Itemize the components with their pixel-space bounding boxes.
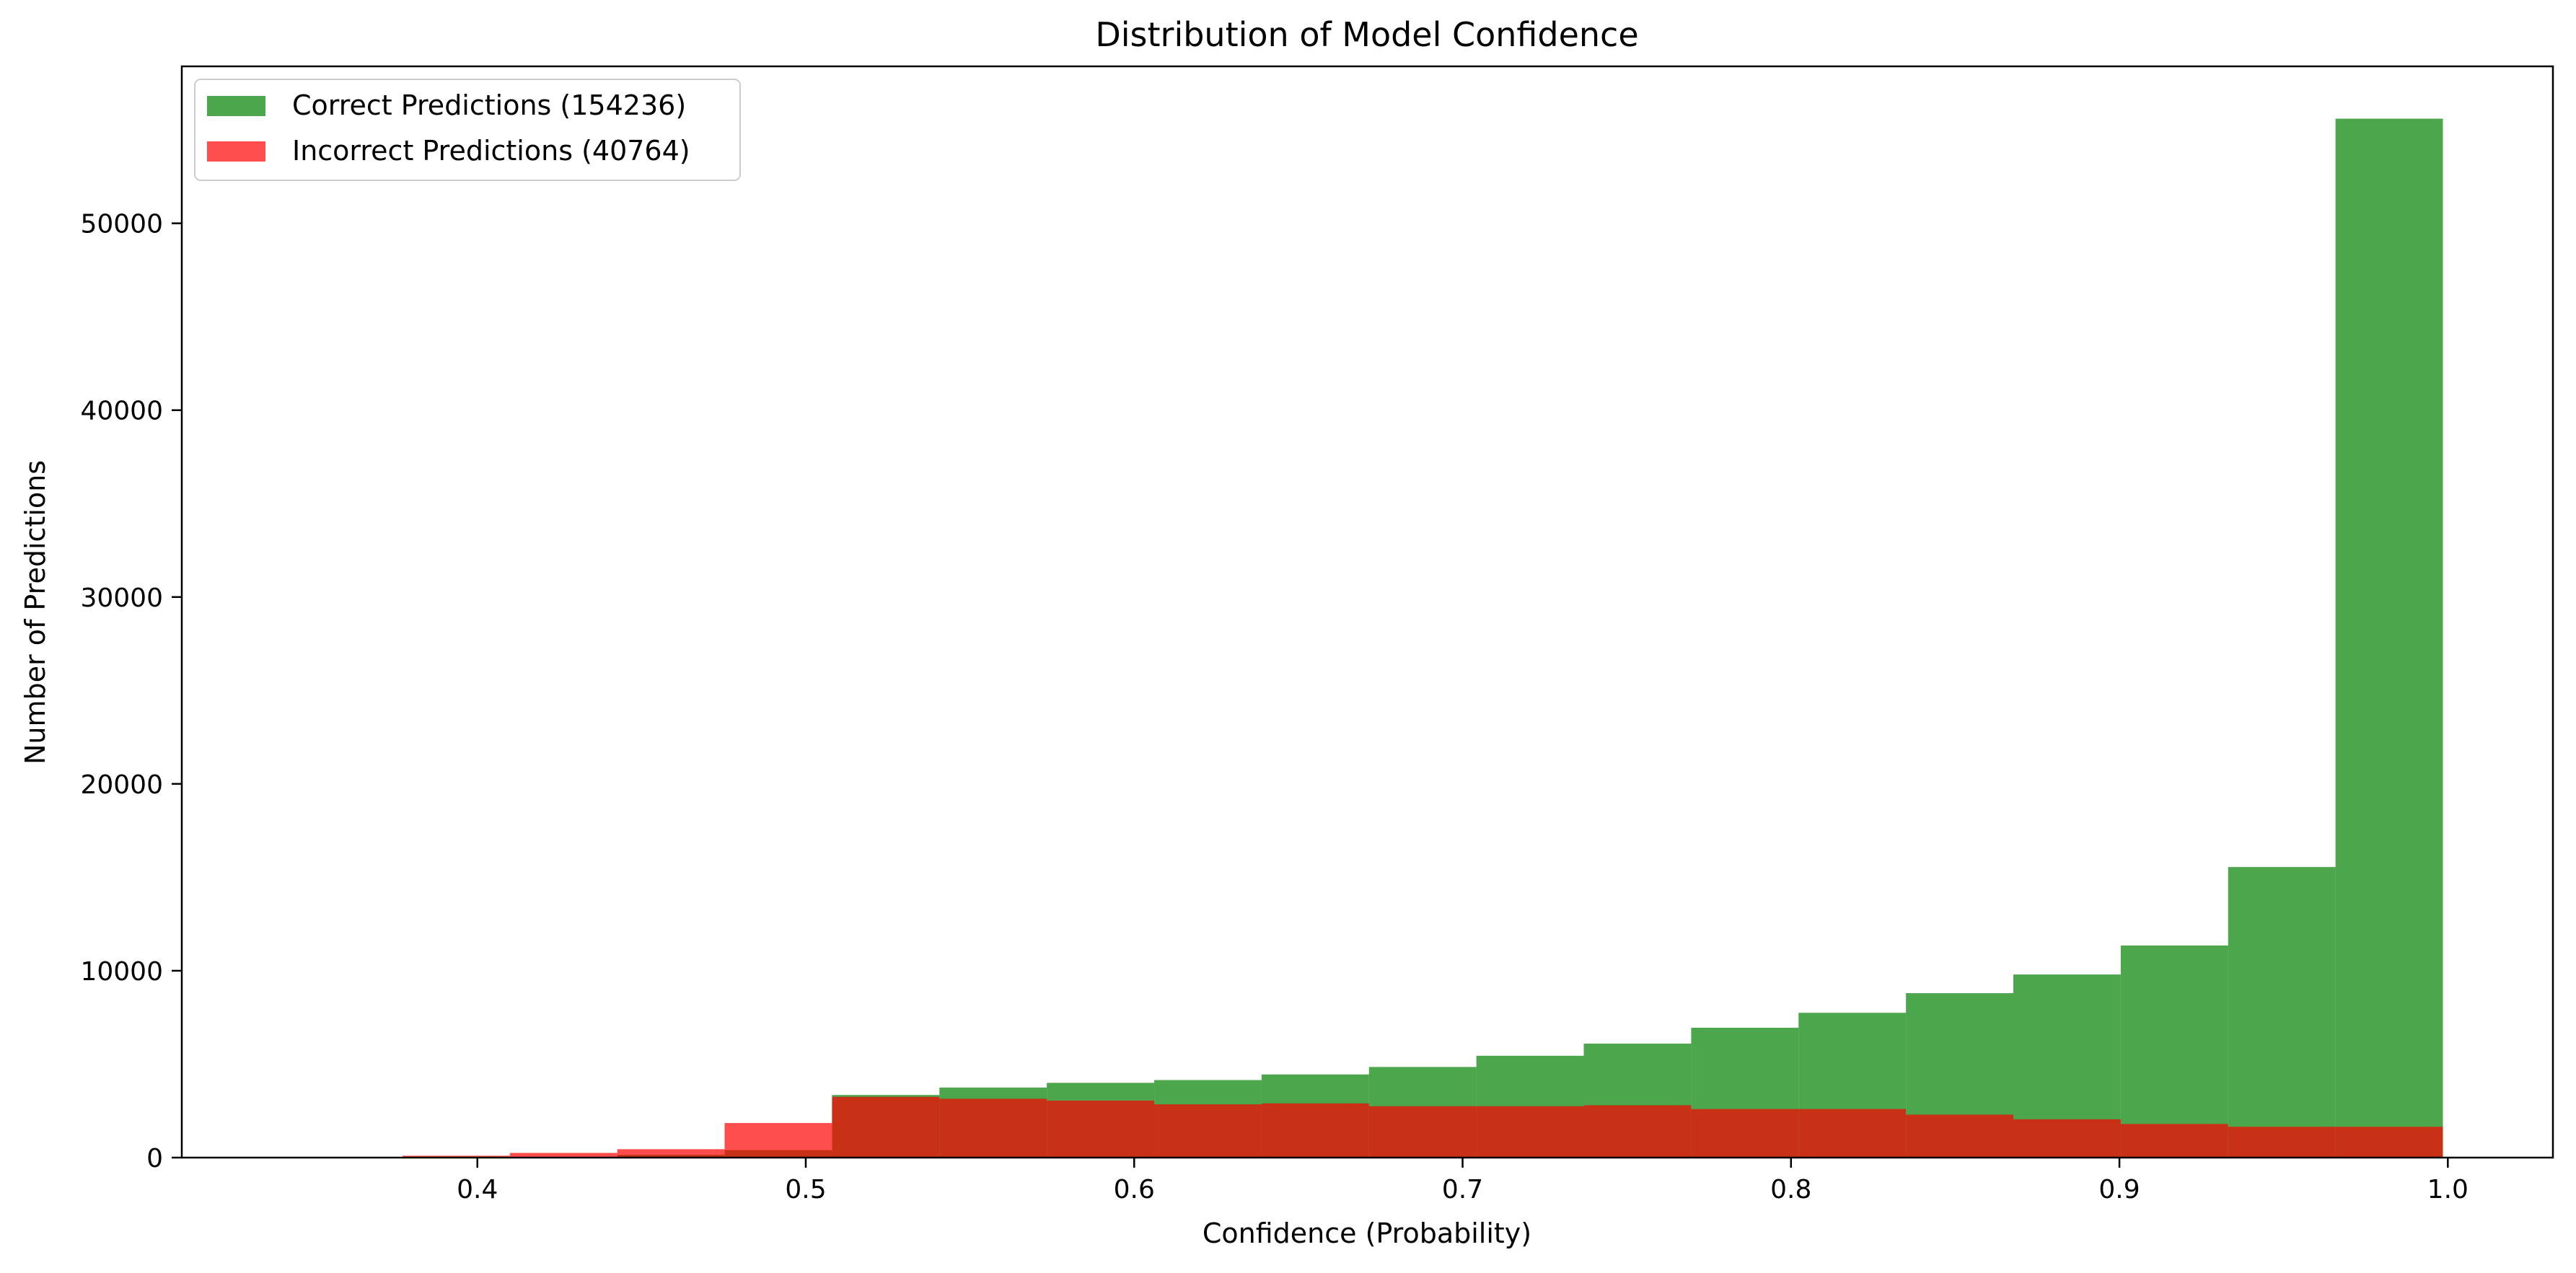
histogram-bar	[2120, 1124, 2228, 1158]
legend-label: Correct Predictions (154236)	[292, 89, 686, 121]
y-tick-label: 0	[146, 1144, 163, 1173]
histogram-bar	[2120, 945, 2228, 1158]
legend-swatch	[207, 96, 265, 116]
x-tick-label: 0.6	[1114, 1175, 1155, 1204]
histogram-bar	[724, 1123, 832, 1158]
axes-frame	[180, 65, 2554, 1159]
histogram-bar	[617, 1149, 725, 1158]
x-tick-label: 0.8	[1770, 1175, 1811, 1204]
series-incorrect	[402, 1096, 2443, 1158]
y-tick-label: 10000	[80, 957, 163, 987]
chart-title: Distribution of Model Confidence	[1095, 15, 1638, 54]
histogram-bar	[2013, 1119, 2121, 1158]
histogram-bar	[2228, 1127, 2336, 1158]
histogram-bar	[509, 1153, 617, 1158]
y-tick-label: 20000	[80, 770, 163, 800]
x-axis: 0.4 0.5 0.6 0.7 0.8 0.9 1.0	[457, 1158, 2469, 1204]
histogram-bar	[1261, 1103, 1369, 1158]
y-axis-label: Number of Predictions	[19, 460, 51, 765]
histogram-bar	[2228, 867, 2336, 1158]
legend-label: Incorrect Predictions (40764)	[292, 135, 690, 167]
x-axis-label: Confidence (Probability)	[1203, 1217, 1531, 1249]
histogram-bar	[1691, 1109, 1799, 1158]
x-tick-label: 0.9	[2098, 1175, 2140, 1204]
plot-area	[402, 118, 2443, 1158]
histogram-bar	[1798, 1109, 1907, 1158]
histogram-bar	[832, 1096, 940, 1158]
y-tick-label: 50000	[80, 210, 163, 239]
histogram-bar	[2335, 118, 2443, 1158]
histogram-bar	[1368, 1106, 1477, 1158]
y-axis: 0 10000 20000 30000 40000 50000	[80, 210, 182, 1173]
histogram-bar	[939, 1098, 1047, 1158]
y-tick-label: 30000	[80, 583, 163, 613]
histogram-bar	[402, 1155, 510, 1158]
legend-swatch	[207, 141, 265, 162]
histogram-bar	[1906, 1114, 2014, 1158]
legend-box	[194, 79, 741, 181]
histogram-bar	[1476, 1106, 1584, 1158]
histogram-bar	[1047, 1100, 1155, 1158]
y-tick-label: 40000	[80, 397, 163, 426]
x-tick-label: 0.4	[457, 1175, 498, 1204]
histogram-bar	[1154, 1104, 1262, 1158]
histogram-bar	[2335, 1127, 2443, 1158]
legend: Correct Predictions (154236) Incorrect Pr…	[194, 79, 741, 181]
x-tick-label: 0.7	[1442, 1175, 1483, 1204]
x-tick-label: 0.5	[785, 1175, 826, 1204]
histogram-bar	[1583, 1105, 1692, 1158]
x-tick-label: 1.0	[2427, 1175, 2469, 1204]
